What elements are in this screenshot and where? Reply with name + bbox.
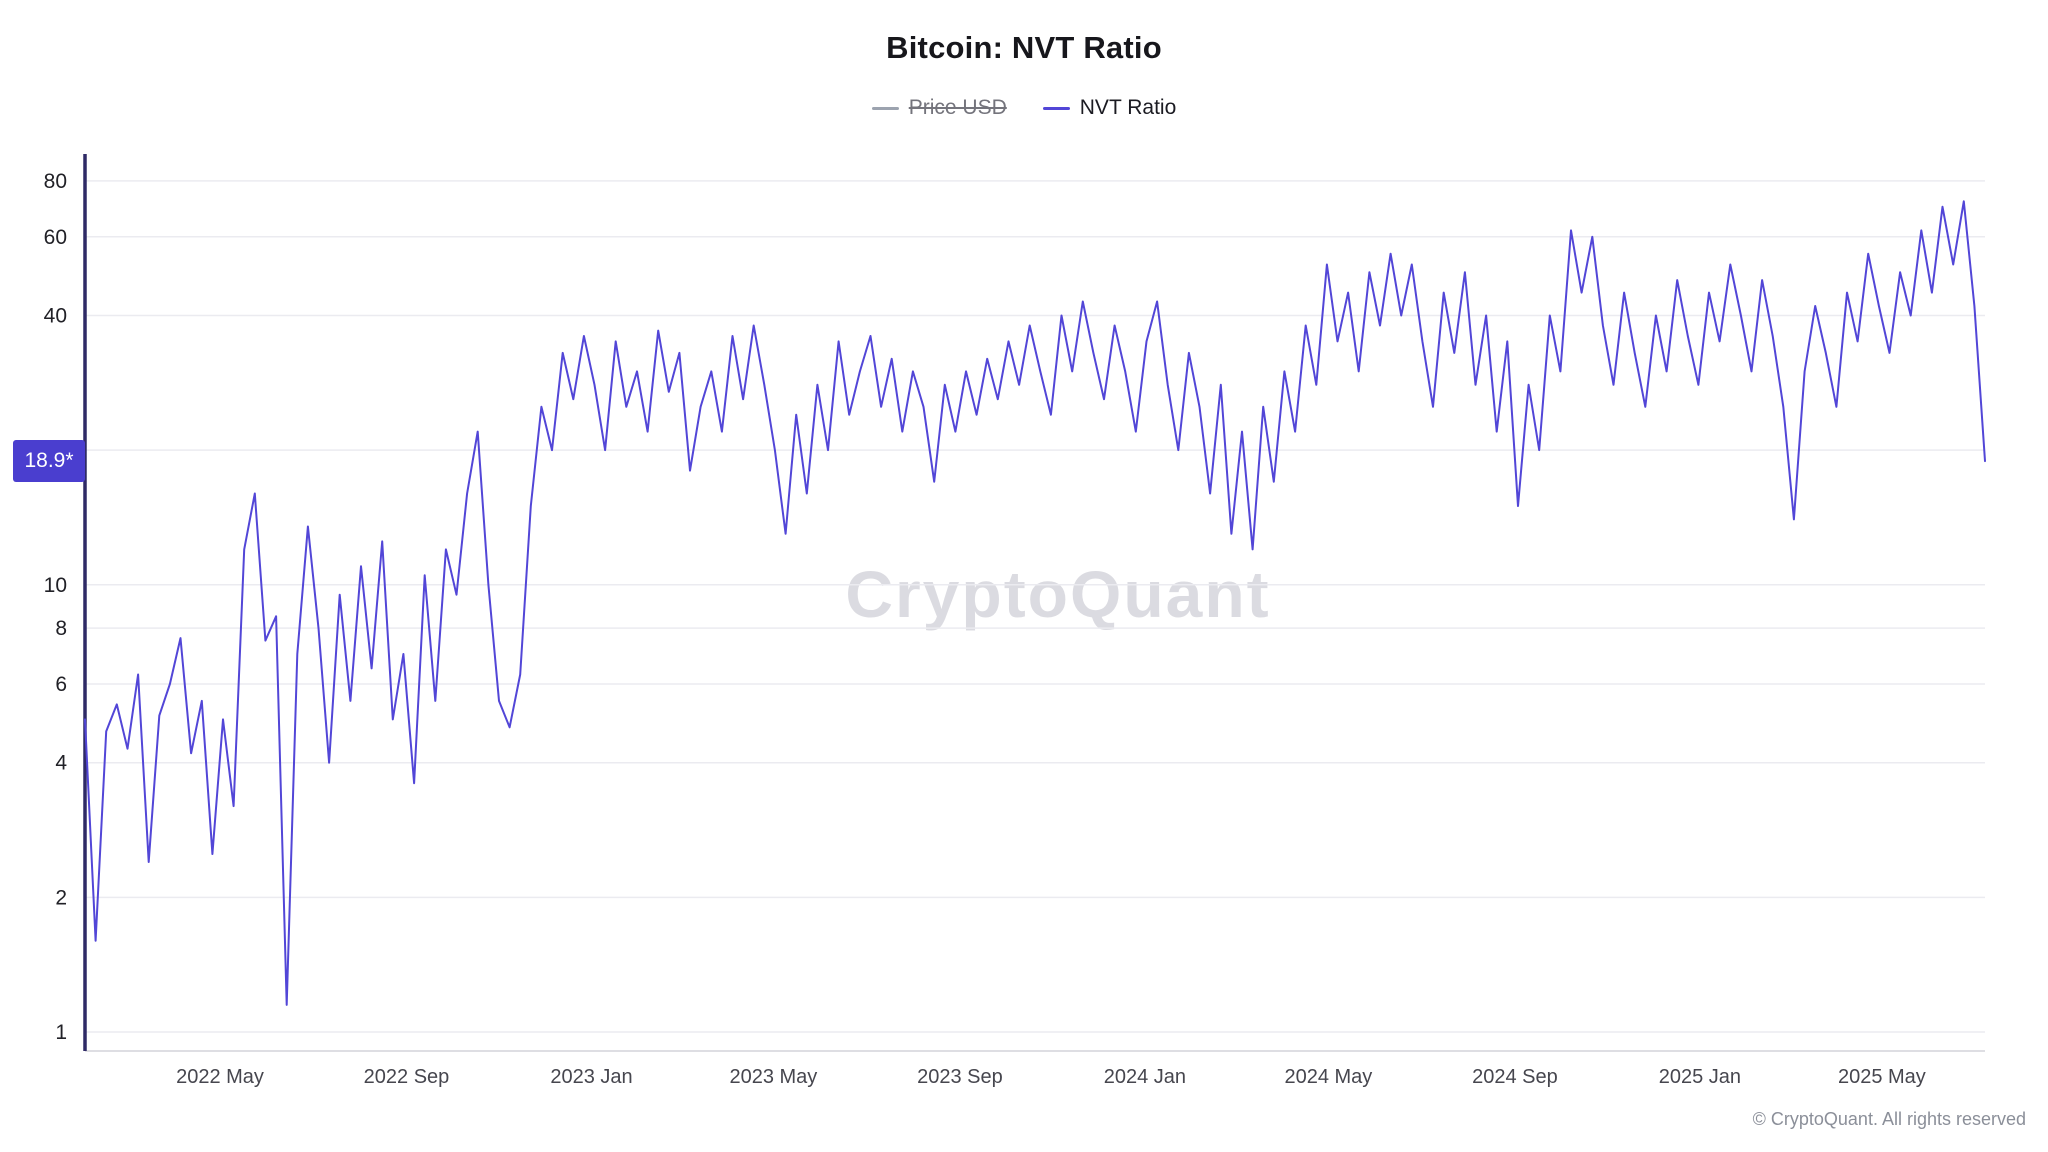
y-axis-tick-label: 40 <box>44 305 67 328</box>
current-value-badge: 18.9* <box>13 440 85 482</box>
legend-item-price-usd[interactable]: Price USD <box>871 96 1007 120</box>
x-axis-tick-label: 2025 Jan <box>1659 1066 1741 1088</box>
y-axis-tick-label: 4 <box>55 752 67 775</box>
legend: Price USD NVT Ratio <box>0 96 2048 120</box>
cryptoquant-watermark: CryptoQuant <box>845 557 1271 631</box>
y-axis-tick-label: 6 <box>55 673 67 696</box>
x-axis-tick-label: 2024 May <box>1284 1066 1372 1088</box>
x-axis-tick-label: 2023 May <box>729 1066 817 1088</box>
page-title: Bitcoin: NVT Ratio <box>886 30 1162 65</box>
x-axis-tick-label: 2024 Jan <box>1104 1066 1186 1088</box>
x-axis-tick-label: 2024 Sep <box>1472 1066 1558 1088</box>
y-axis-tick-label: 80 <box>44 170 67 193</box>
nvt-ratio-series-line <box>84 200 1986 1006</box>
y-axis-tick-label: 2 <box>55 886 67 909</box>
y-axis-tick-label: 8 <box>55 617 67 640</box>
x-axis-tick-label: 2023 Jan <box>550 1066 632 1088</box>
legend-label-price-usd: Price USD <box>908 96 1007 119</box>
x-axis-tick-label: 2023 Sep <box>917 1066 1003 1088</box>
y-axis-tick-label: 60 <box>44 226 67 249</box>
x-axis-tick-label: 2022 May <box>176 1066 264 1088</box>
legend-item-nvt-ratio[interactable]: NVT Ratio <box>1042 96 1177 120</box>
x-axis-tick-label: 2022 Sep <box>364 1066 450 1088</box>
legend-label-nvt-ratio: NVT Ratio <box>1079 96 1177 119</box>
x-axis-tick-label: 2025 May <box>1838 1066 1926 1088</box>
copyright-footer: © CryptoQuant. All rights reserved <box>1752 1109 2026 1129</box>
price-usd-swatch-icon <box>871 106 899 110</box>
nvt-ratio-swatch-icon <box>1042 106 1070 110</box>
y-axis-tick-label: 10 <box>44 574 67 597</box>
y-axis-tick-label: 1 <box>55 1021 67 1044</box>
